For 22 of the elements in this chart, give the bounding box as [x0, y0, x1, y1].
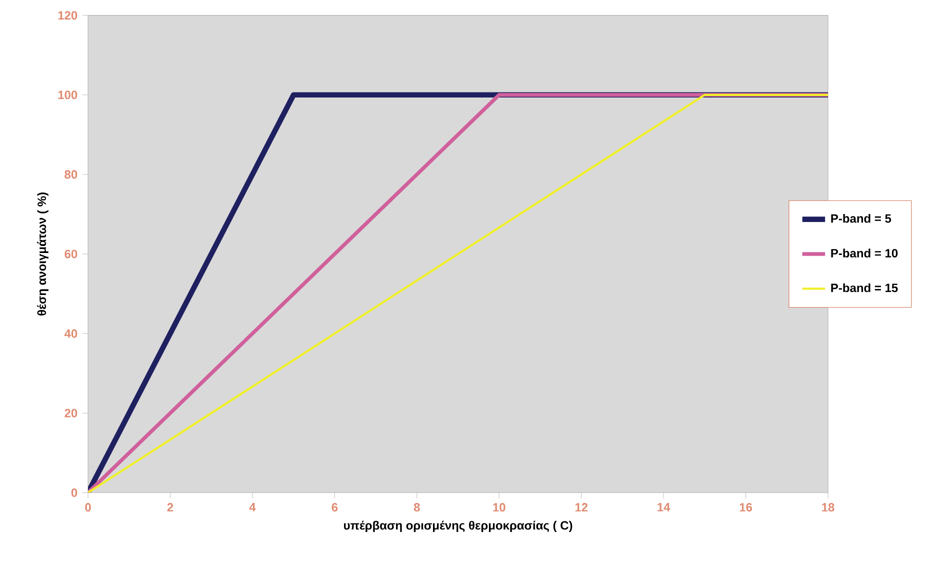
x-tick-label: 4	[249, 503, 256, 512]
y-tick-label: 120	[58, 11, 78, 20]
y-tick-label: 0	[71, 488, 78, 497]
y-axis-title: θέση ανοιγμάτων ( %)	[37, 192, 48, 316]
y-tick-label: 100	[58, 90, 78, 100]
legend-label: P-band = 5	[831, 214, 892, 223]
x-tick-label: 14	[658, 503, 670, 512]
x-tick-label: 8	[414, 503, 420, 512]
legend-label: P-band = 10	[831, 248, 898, 258]
x-tick-label: 18	[822, 503, 834, 512]
x-tick-label: 0	[85, 503, 91, 512]
x-tick-label: 2	[167, 503, 174, 512]
legend-label: P-band = 15	[831, 283, 898, 292]
x-axis-title: υπέρβαση ορισμένης θερμοκρασίας ( C)	[344, 520, 572, 532]
x-tick-label: 6	[332, 503, 338, 512]
y-tick-label: 20	[64, 408, 78, 418]
x-tick-label: 12	[575, 503, 588, 512]
y-tick-label: 80	[64, 170, 78, 179]
y-tick-label: 60	[64, 250, 78, 258]
x-tick-label: 10	[493, 503, 506, 512]
x-tick-label: 16	[740, 503, 752, 512]
y-tick-label: 40	[64, 329, 78, 338]
